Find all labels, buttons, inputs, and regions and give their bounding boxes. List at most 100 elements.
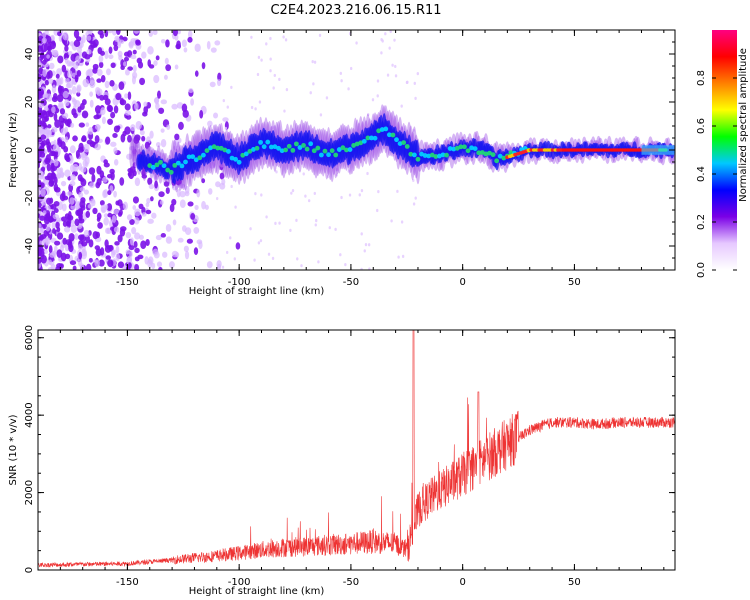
heatmap-cell xyxy=(107,259,114,268)
heatmap-cell xyxy=(134,102,139,111)
heatmap-cell xyxy=(64,153,70,161)
heatmap-cell xyxy=(209,81,216,88)
heatmap-cell xyxy=(88,239,94,248)
heatmap-cell xyxy=(38,213,41,219)
heatmap-cell xyxy=(119,177,125,186)
heatmap-cell xyxy=(92,207,98,215)
heatmap-cell xyxy=(69,174,76,181)
heatmap-cell xyxy=(179,199,186,209)
heatmap-cell xyxy=(226,131,231,139)
heatmap-cell xyxy=(112,258,117,267)
heatmap-cell xyxy=(279,148,285,154)
colorbar-tick-label: 0.0 xyxy=(696,262,707,278)
heatmap-cell xyxy=(254,107,257,111)
x-axis-label: Height of straight line (km) xyxy=(189,286,325,297)
heatmap-cell xyxy=(270,158,273,162)
heatmap-cell xyxy=(391,63,394,67)
heatmap-cell xyxy=(146,197,151,204)
heatmap-cell xyxy=(83,189,90,195)
heatmap-cell xyxy=(168,261,175,269)
heatmap-cell xyxy=(81,51,88,59)
plot-frame xyxy=(37,329,676,571)
heatmap-cell xyxy=(414,96,417,100)
heatmap-cell xyxy=(79,177,85,183)
heatmap-cell xyxy=(106,203,113,211)
heatmap-cell xyxy=(120,133,126,143)
heatmap-cell xyxy=(85,122,90,127)
heatmap-cell xyxy=(119,228,126,237)
heatmap-cell xyxy=(51,126,58,133)
heatmap-cell xyxy=(89,91,94,97)
heatmap-cell xyxy=(311,59,314,64)
heatmap-cell xyxy=(83,143,90,153)
heatmap-cell xyxy=(216,79,222,87)
heatmap-cell xyxy=(371,98,375,102)
heatmap-cell xyxy=(52,214,60,220)
heatmap-cell xyxy=(49,197,54,204)
heatmap-cell xyxy=(155,142,161,148)
heatmap-cell xyxy=(333,152,339,158)
y-tick-label: 0 xyxy=(24,147,35,153)
heatmap-cell xyxy=(408,151,414,157)
heatmap-cell xyxy=(117,38,122,47)
heatmap-cell xyxy=(494,158,500,164)
heatmap-cell xyxy=(400,104,403,108)
heatmap-cell xyxy=(308,141,314,147)
heatmap-cell xyxy=(117,234,123,243)
heatmap-cell xyxy=(141,170,146,177)
heatmap-cell xyxy=(61,203,67,212)
heatmap-cell xyxy=(110,62,116,69)
heatmap-cell xyxy=(322,148,328,154)
heatmap-cell xyxy=(317,260,320,264)
heatmap-cell xyxy=(135,120,142,130)
heatmap-cell xyxy=(150,164,156,170)
heatmap-cell xyxy=(221,265,225,269)
heatmap-cell xyxy=(79,200,86,209)
heatmap-cell xyxy=(75,149,80,159)
heatmap-cell xyxy=(221,178,226,186)
heatmap-cell xyxy=(433,154,439,159)
heatmap-cell xyxy=(335,167,339,172)
heatmap-cell xyxy=(187,36,193,43)
heatmap-cell xyxy=(243,151,249,157)
heatmap-cell xyxy=(41,116,48,123)
heatmap-cell xyxy=(278,221,281,225)
heatmap-cell xyxy=(85,210,91,218)
heatmap-cell xyxy=(46,71,51,80)
heatmap-cell xyxy=(154,97,160,105)
y-tick-label: 6000 xyxy=(24,325,35,350)
heatmap-cell xyxy=(222,117,229,123)
heatmap-cell xyxy=(230,184,233,189)
heatmap-cell xyxy=(165,39,170,48)
heatmap-cell xyxy=(52,93,58,100)
heatmap-cell xyxy=(125,114,132,120)
heatmap-cell xyxy=(141,51,147,59)
heatmap-cell xyxy=(115,200,120,206)
heatmap-cell xyxy=(154,180,158,189)
heatmap-cell xyxy=(217,263,222,270)
colorbar: 0.0 0.2 0.4 0.6 0.8 Normalized spectral ampli… xyxy=(696,30,749,278)
heatmap-cell xyxy=(38,199,41,206)
heatmap-cell xyxy=(126,214,133,221)
heatmap-cell xyxy=(336,147,342,152)
heatmap-cell xyxy=(261,144,267,150)
heatmap-cell xyxy=(45,154,52,163)
heatmap-cell xyxy=(43,216,50,225)
heatmap-cell xyxy=(190,98,195,106)
heatmap-cell xyxy=(61,190,66,199)
heatmap-cell xyxy=(42,93,48,99)
heatmap-cell xyxy=(74,218,80,227)
heatmap-cell xyxy=(476,150,482,156)
heatmap-cell xyxy=(74,74,79,83)
heatmap-cell xyxy=(40,182,45,189)
heatmap-cell xyxy=(103,217,109,226)
heatmap-cell xyxy=(139,129,145,136)
heatmap-cell xyxy=(75,201,81,210)
heatmap-cell xyxy=(208,188,213,195)
heatmap-cell xyxy=(367,243,371,247)
heatmap-cell xyxy=(89,141,96,148)
heatmap-cell xyxy=(53,245,58,254)
heatmap-cell xyxy=(267,252,271,256)
heatmap-cell xyxy=(393,38,396,42)
heatmap-cell xyxy=(126,153,133,160)
